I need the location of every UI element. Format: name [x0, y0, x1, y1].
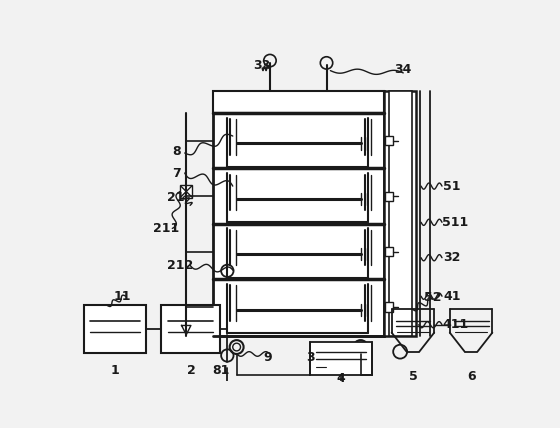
Text: 8: 8 [172, 145, 181, 158]
Text: 411: 411 [442, 318, 468, 331]
Text: 211: 211 [153, 222, 179, 235]
Bar [385, 191, 393, 201]
Text: 4: 4 [337, 372, 346, 385]
Text: 11: 11 [114, 290, 132, 303]
Bar [385, 136, 393, 145]
Text: 6: 6 [467, 370, 476, 383]
Text: 33: 33 [254, 59, 271, 72]
Text: 51: 51 [444, 180, 461, 193]
Text: 212: 212 [167, 259, 193, 272]
Text: 511: 511 [442, 216, 468, 229]
Bar [389, 92, 412, 336]
Bar [384, 92, 417, 336]
Bar [161, 306, 220, 353]
Bar [84, 306, 146, 353]
Text: 34: 34 [395, 63, 412, 76]
Text: 7: 7 [172, 166, 181, 179]
Bar [310, 342, 372, 375]
Text: 2: 2 [186, 364, 195, 377]
Text: 21: 21 [167, 191, 184, 204]
Text: 1: 1 [110, 364, 119, 377]
Bar [213, 92, 384, 113]
Bar [213, 92, 384, 336]
Bar [385, 247, 393, 256]
Text: 41: 41 [444, 290, 461, 303]
Text: 9: 9 [263, 351, 272, 363]
Text: 81: 81 [212, 364, 230, 377]
Bar [180, 185, 193, 198]
Text: 32: 32 [444, 251, 461, 264]
Text: 52: 52 [424, 291, 441, 304]
Text: 3: 3 [306, 351, 315, 363]
Text: 5: 5 [409, 370, 418, 383]
Bar [385, 302, 393, 312]
